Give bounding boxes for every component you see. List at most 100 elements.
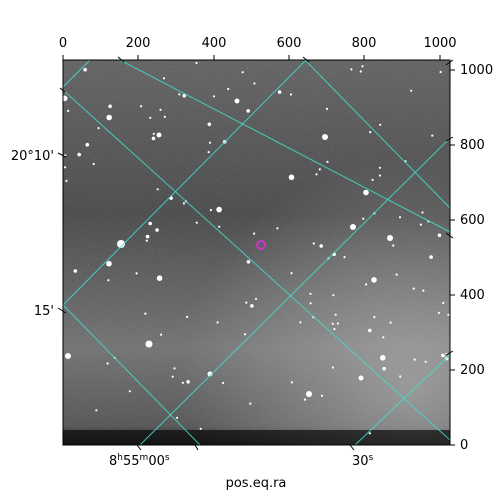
dec-tick-label: 20°10' [11, 149, 54, 164]
bright-star [358, 375, 364, 381]
star [97, 127, 100, 130]
star [246, 260, 251, 264]
bright-star [322, 134, 328, 140]
grid-edge-tick [136, 444, 142, 451]
star [326, 160, 329, 163]
star [290, 272, 293, 275]
star [246, 109, 250, 113]
star [378, 166, 381, 169]
bright-star [234, 98, 240, 104]
star [362, 217, 365, 220]
star [290, 381, 293, 384]
star [398, 216, 402, 219]
bright-star [306, 391, 312, 397]
star [429, 255, 433, 259]
star [413, 358, 416, 361]
star [253, 232, 256, 235]
star [106, 362, 109, 365]
star [392, 244, 395, 247]
star [128, 390, 131, 393]
star [309, 302, 312, 305]
right-tick-label: 800 [460, 138, 485, 153]
right-tick-label: 600 [460, 213, 485, 228]
star [439, 70, 442, 74]
grid-edge-tick [445, 59, 454, 66]
star [83, 67, 87, 72]
star [389, 321, 392, 324]
star [181, 381, 184, 384]
grid-edge-tick [302, 56, 310, 63]
star [207, 122, 212, 127]
star [108, 104, 112, 109]
top-tick-label: 800 [352, 36, 377, 51]
star [421, 211, 424, 214]
bright-star [117, 240, 125, 248]
top-tick-label: 0 [59, 36, 67, 51]
star [208, 141, 212, 144]
star [368, 328, 372, 333]
star [332, 294, 335, 297]
bottom-axis: 8h55m00s 30s [109, 453, 374, 469]
star [437, 233, 442, 238]
grid-line [63, 60, 91, 88]
star [309, 292, 312, 295]
star [315, 173, 318, 176]
star [254, 297, 258, 300]
star [410, 89, 413, 92]
star [145, 234, 150, 239]
star [95, 409, 98, 412]
star [382, 336, 385, 339]
top-tick-label: 600 [277, 36, 302, 51]
star [163, 115, 166, 118]
star [412, 287, 415, 290]
star [319, 244, 324, 248]
grid-line [63, 89, 450, 441]
star [207, 151, 210, 154]
star [333, 328, 336, 331]
top-axis: 0 200 400 600 800 1000 [59, 36, 457, 51]
star [369, 131, 372, 134]
star [277, 90, 282, 94]
star [148, 221, 152, 226]
star [186, 380, 190, 384]
star [156, 188, 159, 191]
star [222, 381, 225, 385]
star [331, 322, 334, 325]
star [178, 93, 181, 96]
sky-image [63, 60, 450, 445]
star [320, 394, 324, 397]
star [216, 321, 219, 324]
star [195, 61, 198, 65]
grid-edge-tick [57, 152, 67, 158]
grid-line [119, 60, 450, 233]
star [182, 93, 187, 98]
star [378, 174, 381, 177]
star [216, 206, 222, 213]
star [77, 152, 81, 157]
star [442, 301, 445, 305]
grid-edge-tick [349, 444, 355, 451]
star [173, 367, 176, 370]
plot-frame [62, 59, 451, 446]
star [155, 228, 159, 232]
star [276, 227, 279, 230]
star [73, 269, 78, 273]
star [424, 360, 427, 363]
grid-edge-tick [445, 136, 454, 142]
coordinate-grid [63, 60, 450, 445]
bright-star [145, 340, 153, 348]
star [218, 225, 221, 228]
star [299, 321, 302, 324]
grid-line [139, 137, 450, 445]
star [67, 109, 70, 112]
star [371, 277, 377, 283]
left-axis: 20°10' 15' [11, 149, 54, 319]
right-tick-label: 1000 [460, 63, 493, 78]
star [343, 256, 346, 259]
bright-star [65, 353, 71, 359]
right-tick-label: 0 [460, 438, 468, 453]
star [371, 178, 374, 181]
bright-star [387, 235, 393, 241]
bright-star [350, 224, 356, 230]
star [106, 114, 112, 121]
